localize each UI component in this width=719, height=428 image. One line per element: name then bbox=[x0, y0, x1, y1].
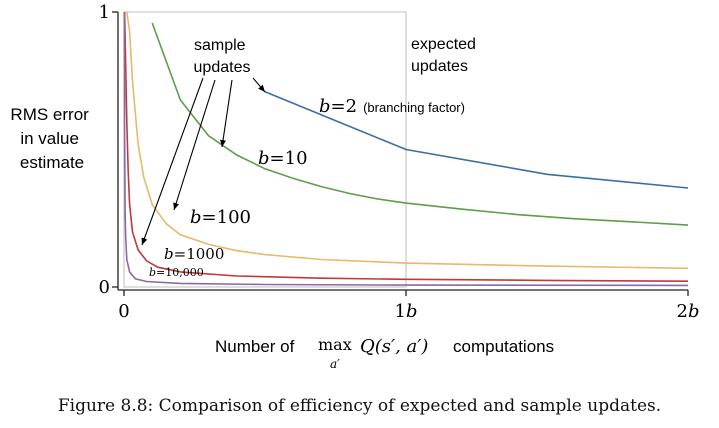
series-line-b-10 bbox=[151, 22, 689, 226]
x-axis-label: Number of max a′ Q(s′, a′) computations bbox=[215, 335, 554, 371]
x-axis-label-prefix: Number of bbox=[215, 337, 295, 356]
sample-updates-line-1: sample bbox=[194, 37, 246, 54]
series-line-b-100 bbox=[126, 11, 689, 270]
label-b10000: b=10,000 bbox=[149, 266, 204, 279]
y-tick-label-0: 0 bbox=[99, 277, 110, 298]
label-b10-b: b bbox=[258, 148, 270, 169]
series-line-b-2 bbox=[264, 91, 689, 189]
x-tick-label-1: 1b bbox=[395, 301, 418, 322]
label-b100-val: 100 bbox=[217, 207, 251, 228]
label-b1000-val: 1000 bbox=[186, 245, 224, 263]
expected-updates-line-2: updates bbox=[411, 58, 468, 75]
x-tick-label-0: 0 bbox=[118, 301, 129, 322]
arrow-sample-b100 bbox=[173, 79, 216, 211]
y-axis-label: RMS error in value estimate bbox=[10, 105, 93, 172]
label-b2-note: (branching factor) bbox=[363, 100, 465, 115]
expected-updates-label: expected updates bbox=[411, 36, 480, 75]
label-b10000-eq: = bbox=[156, 266, 165, 279]
x-axis-label-suffix: computations bbox=[453, 337, 554, 356]
label-b10-val: 10 bbox=[285, 148, 308, 169]
label-b10000-val: 10,000 bbox=[165, 266, 204, 279]
x-axis-label-max: max bbox=[318, 335, 352, 354]
sample-updates-line-2: updates bbox=[194, 59, 251, 76]
y-tick-label-1: 1 bbox=[99, 2, 110, 23]
arrow-sample-b1000 bbox=[141, 77, 204, 246]
sample-updates-label: sample updates bbox=[194, 37, 251, 76]
y-axis-label-line-2: in value bbox=[20, 129, 79, 148]
label-b2: b=2 (branching factor) bbox=[319, 96, 465, 117]
label-b2-b: b bbox=[319, 96, 331, 117]
label-b100: b=100 bbox=[190, 207, 251, 228]
x-tick-label-2: 2b bbox=[677, 301, 700, 322]
series-line-b-1000 bbox=[123, 11, 689, 282]
expected-updates-line-1: expected bbox=[411, 36, 476, 53]
x-axis-label-func: Q(s′, a′) bbox=[360, 336, 428, 357]
annotation-arrows bbox=[141, 77, 266, 246]
label-b100-b: b bbox=[190, 207, 202, 228]
axes bbox=[117, 12, 688, 291]
label-b10: b=10 bbox=[258, 148, 308, 169]
label-b1000-eq: = bbox=[174, 245, 187, 263]
arrow-expected-b2 bbox=[252, 77, 266, 93]
x-axis-label-max-sub: a′ bbox=[330, 357, 340, 371]
arrow-sample-b10 bbox=[220, 79, 233, 148]
figure-caption: Figure 8.8: Comparison of efficiency of … bbox=[57, 396, 662, 416]
series-layer bbox=[123, 11, 689, 287]
y-axis-label-line-3: estimate bbox=[20, 153, 84, 172]
label-b2-eq: = bbox=[331, 96, 346, 117]
y-axis-label-line-1: RMS error bbox=[10, 105, 89, 124]
efficiency-chart: 010 1b 2b RMS error in value estimate Numb… bbox=[10, 2, 700, 371]
label-b10000-b: b bbox=[149, 266, 156, 279]
ticks: 010 1b 2b bbox=[99, 2, 700, 322]
label-b100-eq: = bbox=[202, 207, 217, 228]
label-b1000: b=1000 bbox=[164, 245, 224, 263]
label-b10-eq: = bbox=[270, 148, 285, 169]
series-line-b-10-000 bbox=[123, 11, 689, 287]
label-b1000-b: b bbox=[164, 245, 174, 263]
label-b2-val: 2 bbox=[346, 96, 357, 117]
